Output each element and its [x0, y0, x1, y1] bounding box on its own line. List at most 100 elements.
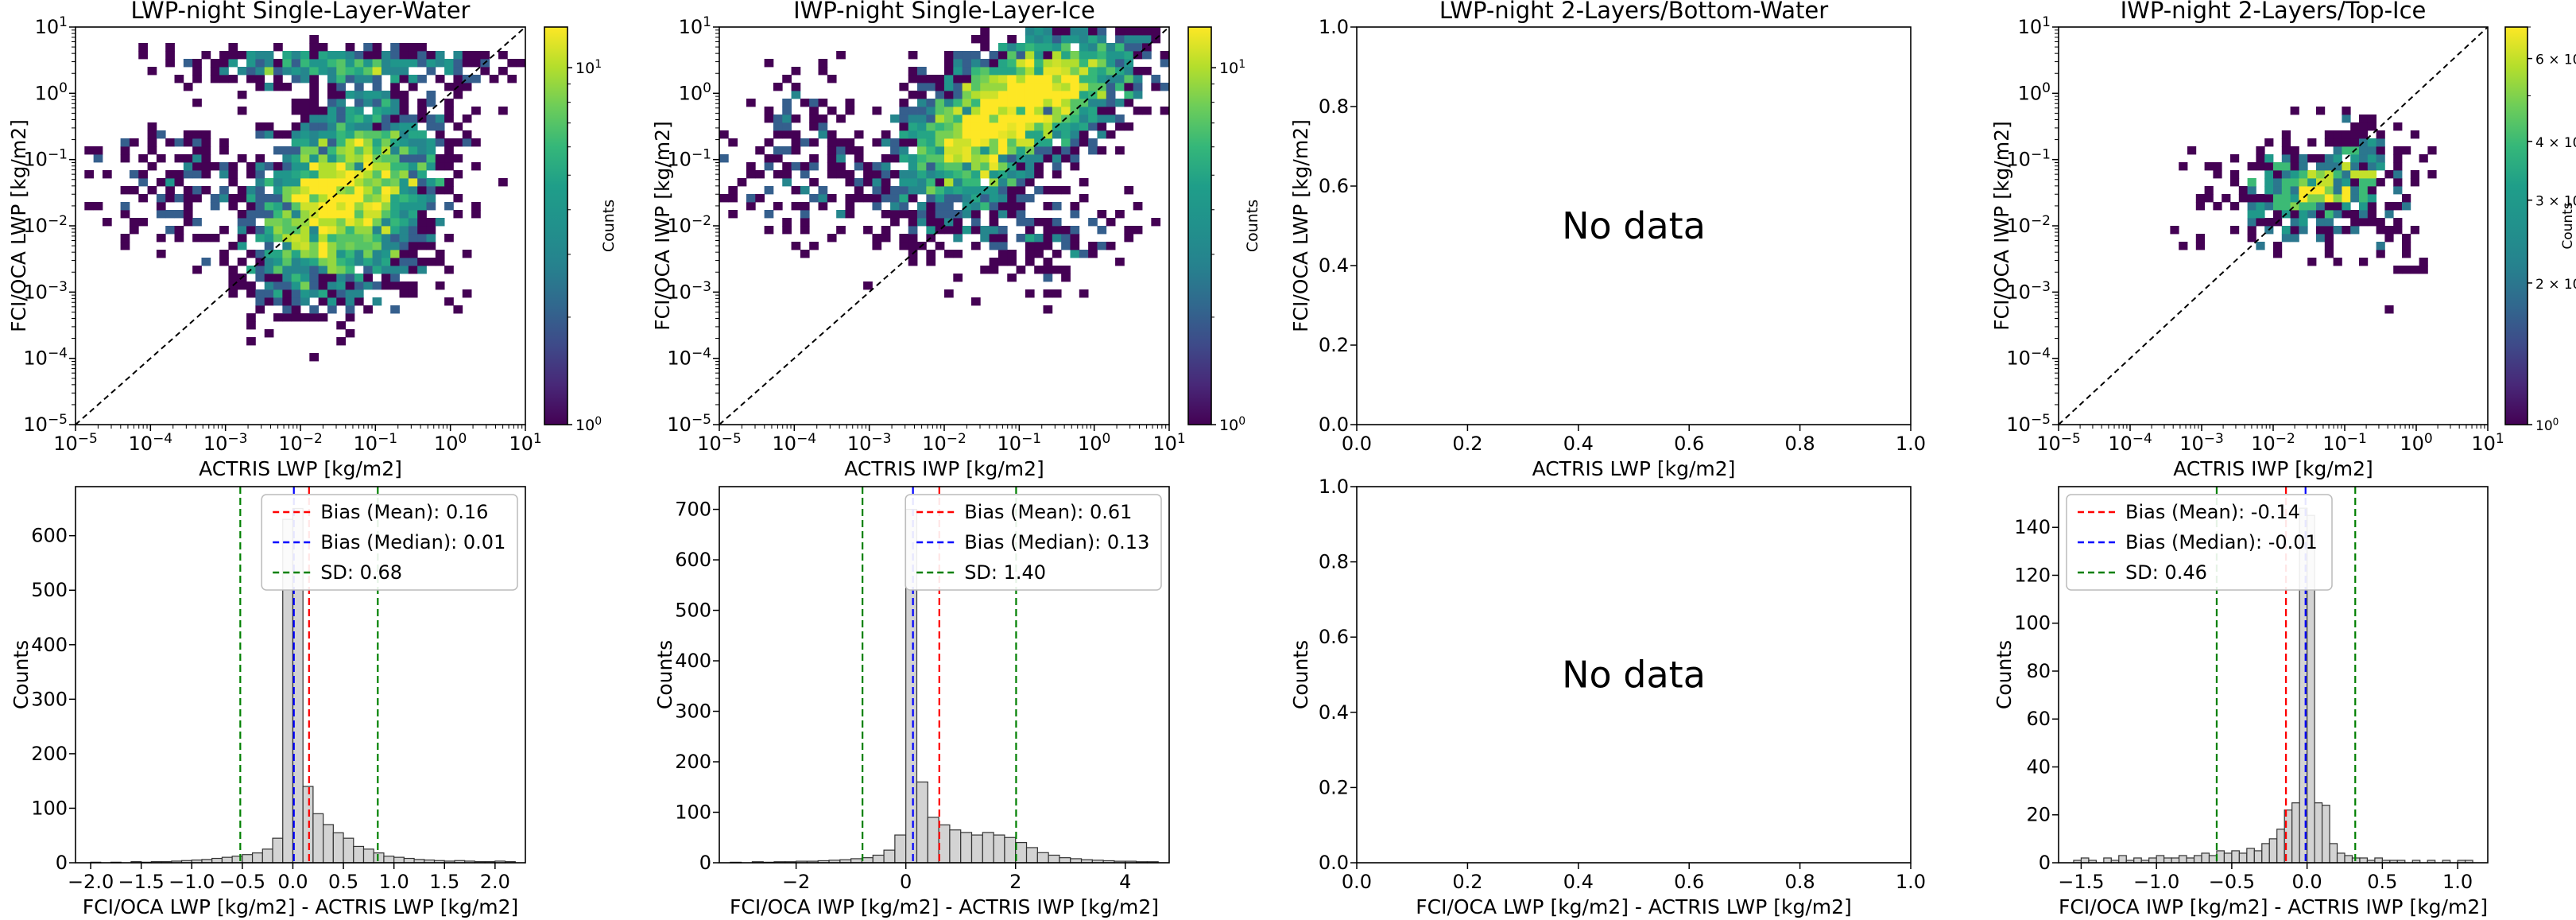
x-tick-label: 2 — [1009, 871, 1021, 893]
x-tick-label: −0.5 — [219, 871, 265, 893]
y-tick-label: 0 — [699, 852, 711, 874]
y-axis-label: FCI/OCA LWP [kg/m2] — [1289, 119, 1312, 332]
heatmap-iwp-night-2-layers-top-ice: 10−5 10−4 10−3 10−2 10−1 100 10110−510−410−310… — [1990, 0, 2576, 480]
x-tick-label: 0.8 — [1785, 871, 1815, 893]
x-tick-label: −1.0 — [169, 871, 215, 893]
colorbar: 101 100 Counts — [1187, 26, 1261, 434]
x-tick-label: 2.0 — [480, 871, 510, 893]
colorbar-tick-label: 3 × 100 — [2535, 192, 2576, 209]
y-tick-label: 0.6 — [1319, 175, 1349, 197]
legend: Bias (Mean): 0.16 Bias (Median): 0.01 SD: … — [261, 494, 518, 591]
colorbar-tick-label: 100 — [1219, 415, 1245, 434]
y-tick-label: 10−2 — [23, 213, 68, 237]
histogram-bars — [90, 507, 516, 864]
hist-iwp-single-layer-ice: −2 0 2 4 0 100 200 300 400 500 600 700 FCI/OCA IWP [… — [653, 486, 1170, 918]
legend-entry-label: Bias (Median): 0.13 — [964, 531, 1149, 553]
colorbar: 101 100 Counts — [544, 26, 618, 434]
x-tick-label: −2 — [782, 871, 810, 893]
plot-title: IWP-night Single-Layer-Ice — [793, 0, 1095, 24]
axes-frame — [2058, 486, 2489, 864]
y-tick-label: 0.4 — [1319, 254, 1349, 277]
y-tick-label: 10−5 — [2006, 412, 2051, 436]
x-tick-label: 0.4 — [1563, 871, 1594, 893]
y-axis: 0 100 200 300 400 500 600 — [31, 525, 76, 874]
hist-iwp-2-layers-top-ice: −1.5 −1.0 −0.5 0.0 0.5 1.0 0 20 40 60 80 100 120 140 F… — [1993, 486, 2489, 918]
x-tick-label: 10−4 — [2108, 431, 2152, 455]
x-tick-label: 0.0 — [1342, 871, 1372, 893]
y-tick-label: 1.0 — [1319, 16, 1349, 38]
y-tick-label: 10−1 — [667, 147, 711, 171]
y-tick-label: 101 — [679, 14, 711, 38]
x-tick-label: 1.0 — [1896, 433, 1926, 455]
x-axis: −1.5 −1.0 −0.5 0.0 0.5 1.0 — [2058, 863, 2473, 893]
x-tick-label: 10−3 — [847, 431, 892, 455]
x-tick-label: 0.5 — [328, 871, 358, 893]
legend-entry-label: SD: 0.46 — [2125, 561, 2207, 584]
y-tick-label: 140 — [2014, 516, 2051, 538]
colorbar-tick-label: 4 × 100 — [2535, 133, 2576, 150]
y-axis-label: Counts — [1289, 640, 1312, 709]
y-tick-label: 60 — [2026, 708, 2051, 730]
x-tick-label: −0.5 — [2209, 871, 2255, 893]
y-axis-label: FCI/OCA IWP [kg/m2] — [1990, 121, 2013, 330]
y-tick-label: 0.8 — [1319, 95, 1349, 118]
heatmap-cells — [719, 27, 1170, 314]
axes-frame — [719, 486, 1170, 864]
x-tick-label: 10−4 — [773, 431, 817, 455]
heatmap-iwp-night-single-layer-ice: 10−5 10−4 10−3 10−2 10−1 100 10110−510−410−310… — [651, 0, 1261, 480]
y-tick-label: 100 — [675, 802, 711, 824]
hist-lwp-single-layer-water: −2.0 −1.5 −1.0 −0.5 0.0 0.5 1.0 1.5 2.0 0 100 200 30… — [10, 486, 526, 918]
x-tick-label: 100 — [434, 431, 467, 455]
no-data-text: No data — [1562, 654, 1706, 697]
heatmap-cells — [2170, 107, 2437, 314]
y-tick-label: 600 — [31, 525, 68, 547]
y-axis: 10−5 10−4 10−3 10−2 10−1 100 101 — [23, 14, 76, 436]
x-tick-label: 4 — [1119, 871, 1131, 893]
y-tick-label: 101 — [2018, 14, 2051, 38]
colorbar-tick-label: 101 — [575, 58, 602, 77]
y-tick-label: 500 — [675, 600, 711, 622]
identity-line — [719, 26, 1170, 425]
x-axis: −2 0 2 4 — [782, 863, 1131, 893]
x-tick-label: 0 — [900, 871, 912, 893]
y-tick-label: 120 — [2014, 564, 2051, 586]
y-tick-label: 10−1 — [23, 147, 68, 171]
plot-title: LWP-night Single-Layer-Water — [131, 0, 471, 24]
x-axis: 10−5 10−4 10−3 10−2 10−1 100 101 — [697, 425, 1186, 455]
y-tick-label: 40 — [2026, 755, 2051, 778]
y-tick-label: 700 — [675, 499, 711, 521]
x-tick-label: 10−1 — [354, 431, 398, 455]
y-tick-label: 300 — [675, 701, 711, 723]
y-tick-label: 100 — [679, 80, 711, 104]
axes-frame — [75, 486, 526, 864]
x-axis-label: FCI/OCA IWP [kg/m2] - ACTRIS IWP [kg/m2] — [730, 895, 1159, 918]
colorbar: 6 × 100 4 × 100 3 × 100 2 × 100 100 Counts — [2504, 26, 2576, 434]
x-tick-label: 0.0 — [1342, 433, 1372, 455]
plot-title: IWP-night 2-Layers/Top-Ice — [2121, 0, 2427, 24]
y-tick-label: 200 — [675, 751, 711, 773]
x-axis: 10−5 10−4 10−3 10−2 10−1 100 101 — [2036, 425, 2504, 455]
y-axis: 0.0 0.2 0.4 0.6 0.8 1.0 — [1319, 476, 1357, 874]
x-axis-label: FCI/OCA IWP [kg/m2] - ACTRIS IWP [kg/m2] — [2059, 895, 2488, 918]
x-tick-label: 0.4 — [1563, 433, 1594, 455]
nodata-lwp-night-2-layers-bottom-water: 0.0 0.2 0.4 0.6 0.8 1.0 0.0 0.2 0.4 0.6 0.8 1.0 LWP-… — [1289, 0, 1926, 480]
x-tick-label: 0.8 — [1785, 433, 1815, 455]
y-tick-label: 10−4 — [2006, 346, 2051, 370]
legend-entry-label: SD: 0.68 — [320, 561, 402, 584]
legend-entry-label: Bias (Mean): 0.61 — [964, 501, 1132, 523]
x-tick-label: −1.5 — [2058, 871, 2104, 893]
x-tick-label: 10−2 — [2251, 431, 2295, 455]
x-tick-label: 0.5 — [2367, 871, 2397, 893]
colorbar-tick-label: 6 × 100 — [2535, 50, 2576, 68]
y-tick-label: 10−5 — [667, 412, 711, 436]
y-tick-label: 10−3 — [667, 279, 711, 303]
y-tick-label: 10−5 — [23, 412, 68, 436]
y-tick-label: 0.0 — [1319, 852, 1349, 874]
y-tick-label: 80 — [2026, 660, 2051, 682]
legend-entry-label: Bias (Median): -0.01 — [2125, 531, 2318, 553]
x-tick-label: 1.0 — [1896, 871, 1926, 893]
x-tick-label: 101 — [2471, 431, 2504, 455]
x-axis-label: FCI/OCA LWP [kg/m2] - ACTRIS LWP [kg/m2] — [83, 895, 519, 918]
x-tick-label: 10−4 — [129, 431, 173, 455]
